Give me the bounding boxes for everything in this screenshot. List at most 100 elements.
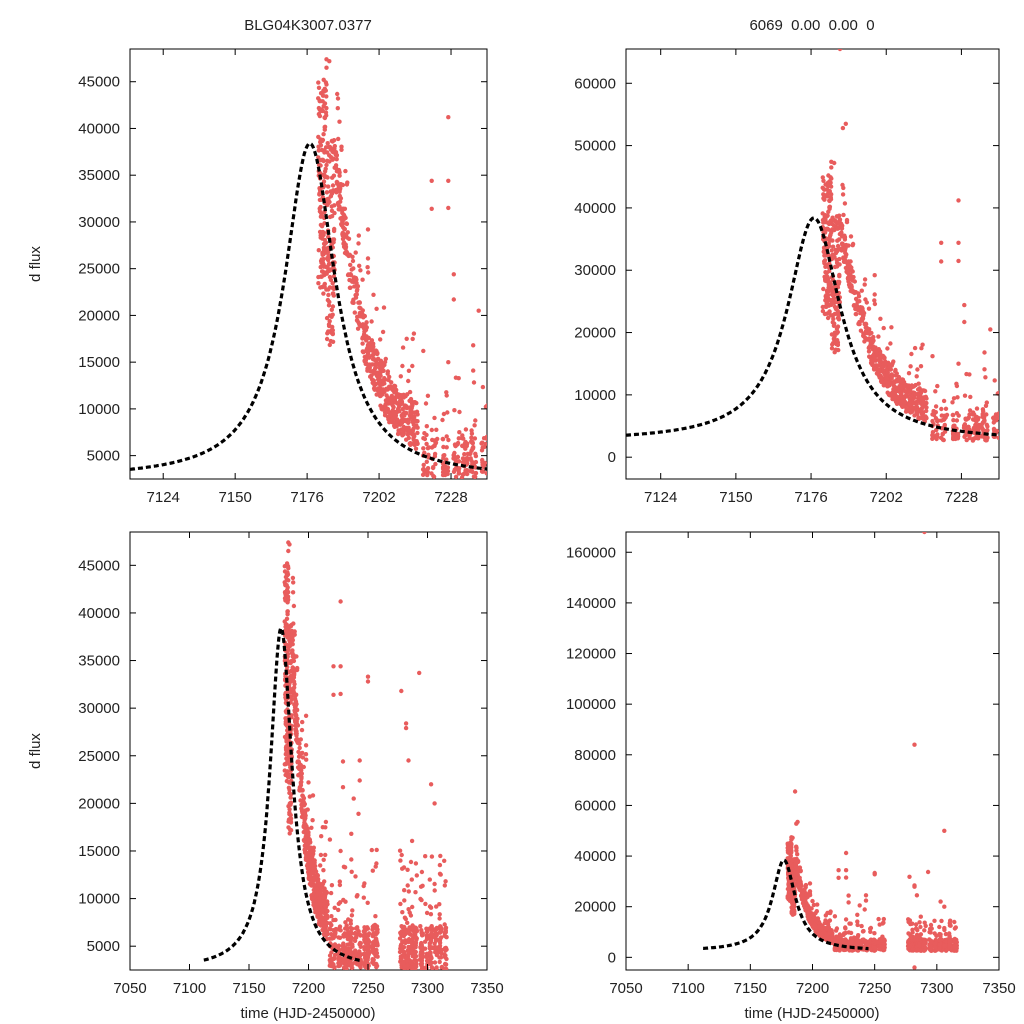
- data-point: [417, 670, 422, 676]
- data-point: [637, 394, 641, 398]
- data-point: [314, 886, 320, 892]
- data-point: [480, 469, 485, 474]
- data-point: [322, 221, 327, 226]
- data-point: [677, 450, 681, 454]
- data-point: [984, 412, 989, 417]
- data-point: [284, 561, 290, 566]
- data-point: [335, 106, 340, 111]
- data-point: [394, 400, 399, 406]
- data-point: [366, 270, 371, 275]
- data-point: [839, 223, 845, 229]
- data-point: [691, 472, 695, 476]
- data-point: [837, 262, 842, 267]
- data-point: [294, 707, 300, 712]
- data-point: [522, 435, 526, 439]
- data-point: [636, 465, 640, 469]
- data-point: [323, 852, 328, 858]
- data-point: [460, 456, 466, 461]
- data-point: [898, 386, 904, 391]
- data-point: [285, 651, 291, 657]
- data-point: [665, 392, 669, 396]
- data-point: [411, 432, 416, 437]
- data-point: [1015, 415, 1019, 419]
- data-point: [456, 471, 462, 476]
- data-point: [919, 346, 924, 351]
- data-point: [362, 881, 367, 886]
- data-point: [597, 441, 601, 445]
- data-point: [921, 400, 927, 405]
- data-point: [589, 443, 593, 447]
- data-point: [666, 445, 670, 449]
- data-point: [324, 908, 329, 913]
- data-point: [350, 908, 355, 913]
- data-point: [423, 966, 428, 970]
- data-point: [424, 424, 429, 429]
- data-point: [603, 464, 607, 468]
- data-point: [657, 442, 661, 446]
- data-point: [530, 437, 534, 441]
- data-point: [332, 965, 337, 970]
- data-point: [484, 436, 487, 441]
- data-point: [907, 402, 913, 407]
- data-point: [492, 442, 496, 446]
- data-point: [445, 410, 450, 415]
- data-point: [520, 469, 524, 473]
- data-point: [308, 845, 313, 850]
- data-point: [821, 245, 827, 250]
- data-point: [971, 425, 977, 431]
- data-point: [489, 464, 493, 468]
- data-point: [934, 433, 939, 438]
- data-point: [670, 441, 674, 445]
- data-point: [821, 178, 826, 183]
- data-point: [842, 235, 848, 240]
- data-point: [691, 435, 695, 439]
- data-point: [844, 217, 850, 223]
- plot-title: BLG04K3007.0377: [244, 17, 372, 34]
- data-point: [300, 793, 305, 798]
- data-point: [787, 862, 792, 867]
- data-point: [1017, 422, 1021, 426]
- x-tick-label: 7228: [945, 489, 978, 506]
- data-point: [357, 758, 362, 763]
- data-point: [332, 226, 337, 232]
- data-point: [288, 819, 294, 824]
- data-point: [360, 335, 365, 340]
- data-point: [437, 912, 442, 917]
- data-point: [365, 679, 371, 684]
- data-point: [604, 472, 608, 476]
- data-point: [428, 905, 434, 910]
- data-point: [677, 374, 681, 378]
- data-point: [296, 749, 301, 755]
- data-point: [406, 368, 412, 373]
- data-point: [595, 436, 599, 440]
- data-point: [676, 457, 680, 461]
- data-point: [500, 394, 504, 398]
- data-point: [365, 933, 371, 938]
- data-point: [632, 407, 636, 411]
- data-point: [831, 252, 836, 257]
- data-point: [332, 905, 337, 910]
- data-point: [890, 361, 895, 366]
- data-point: [1016, 429, 1020, 433]
- data-point: [504, 474, 508, 478]
- data-point: [438, 955, 444, 960]
- data-point: [604, 417, 608, 421]
- data-point: [401, 432, 406, 437]
- data-point: [620, 453, 624, 457]
- data-point: [677, 456, 681, 460]
- data-point: [437, 959, 442, 965]
- data-point: [292, 671, 297, 676]
- data-point: [679, 435, 683, 439]
- data-point: [284, 743, 290, 749]
- data-point: [790, 901, 795, 907]
- data-layer: [785, 532, 959, 970]
- data-point: [419, 928, 424, 933]
- data-point: [324, 271, 329, 276]
- data-point: [980, 427, 986, 432]
- x-tick-label: 7176: [290, 489, 323, 506]
- data-point: [690, 462, 694, 466]
- data-point: [924, 415, 929, 421]
- data-point: [400, 345, 406, 350]
- data-point: [470, 446, 476, 451]
- data-point: [413, 934, 418, 940]
